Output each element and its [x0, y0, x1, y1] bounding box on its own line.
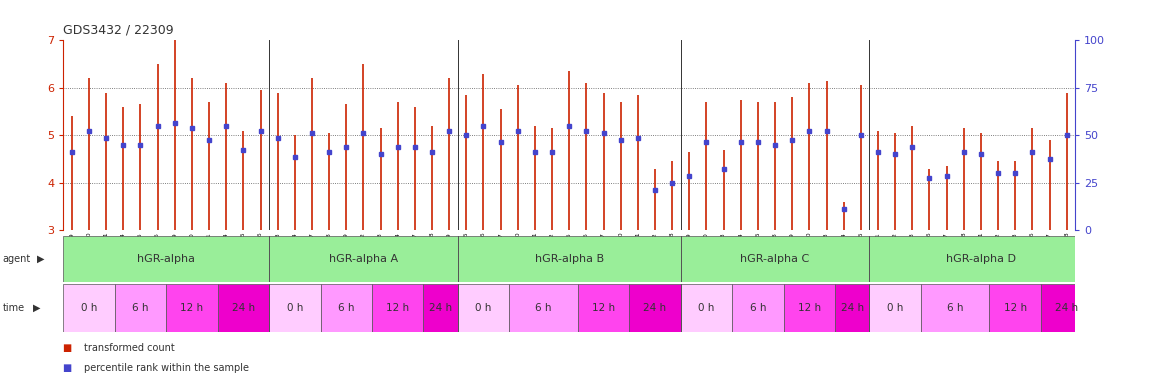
Text: hGR-alpha A: hGR-alpha A: [329, 254, 398, 264]
Text: 12 h: 12 h: [386, 303, 409, 313]
Text: transformed count: transformed count: [84, 343, 175, 353]
Bar: [869, 236, 1092, 282]
Bar: [629, 284, 681, 332]
Bar: [783, 284, 835, 332]
Text: 12 h: 12 h: [181, 303, 204, 313]
Bar: [217, 284, 269, 332]
Bar: [166, 284, 217, 332]
Text: GDS3432 / 22309: GDS3432 / 22309: [63, 23, 174, 36]
Bar: [269, 236, 458, 282]
Text: 0 h: 0 h: [698, 303, 714, 313]
Text: hGR-alpha: hGR-alpha: [137, 254, 196, 264]
Bar: [921, 284, 989, 332]
Text: agent: agent: [2, 254, 31, 264]
Bar: [115, 284, 166, 332]
Text: 6 h: 6 h: [946, 303, 964, 313]
Bar: [835, 284, 869, 332]
Bar: [989, 284, 1041, 332]
Bar: [269, 284, 321, 332]
Text: hGR-alpha B: hGR-alpha B: [535, 254, 604, 264]
Text: 6 h: 6 h: [338, 303, 354, 313]
Text: ▶: ▶: [33, 303, 41, 313]
Text: hGR-alpha D: hGR-alpha D: [946, 254, 1015, 264]
Text: 0 h: 0 h: [475, 303, 492, 313]
Bar: [733, 284, 783, 332]
Text: ■: ■: [63, 363, 76, 373]
Text: 6 h: 6 h: [535, 303, 552, 313]
Text: time: time: [2, 303, 24, 313]
Bar: [681, 236, 869, 282]
Text: 0 h: 0 h: [81, 303, 97, 313]
Text: ■: ■: [63, 343, 76, 353]
Text: 6 h: 6 h: [132, 303, 148, 313]
Text: 0 h: 0 h: [286, 303, 302, 313]
Bar: [371, 284, 423, 332]
Bar: [1041, 284, 1092, 332]
Bar: [458, 236, 681, 282]
Bar: [577, 284, 629, 332]
Bar: [321, 284, 371, 332]
Bar: [63, 284, 115, 332]
Text: 24 h: 24 h: [841, 303, 864, 313]
Text: 24 h: 24 h: [232, 303, 255, 313]
Text: 12 h: 12 h: [1004, 303, 1027, 313]
Text: 24 h: 24 h: [644, 303, 667, 313]
Bar: [423, 284, 458, 332]
Bar: [63, 236, 269, 282]
Text: 0 h: 0 h: [887, 303, 904, 313]
Text: ▶: ▶: [37, 254, 45, 264]
Bar: [869, 284, 921, 332]
Bar: [681, 284, 733, 332]
Text: 12 h: 12 h: [592, 303, 615, 313]
Text: 24 h: 24 h: [1055, 303, 1079, 313]
Text: 24 h: 24 h: [429, 303, 452, 313]
Bar: [458, 284, 509, 332]
Text: hGR-alpha C: hGR-alpha C: [741, 254, 810, 264]
Text: percentile rank within the sample: percentile rank within the sample: [84, 363, 248, 373]
Text: 6 h: 6 h: [750, 303, 766, 313]
Text: 12 h: 12 h: [798, 303, 821, 313]
Bar: [509, 284, 577, 332]
